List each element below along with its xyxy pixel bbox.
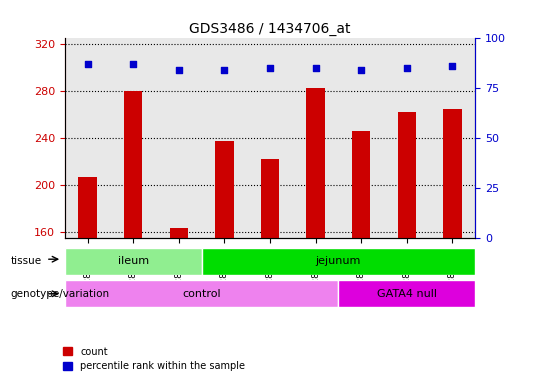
Bar <box>261 159 279 238</box>
Point <box>220 67 229 73</box>
Point <box>266 65 274 71</box>
Point <box>311 65 320 71</box>
Bar <box>443 109 462 238</box>
Text: ileum: ileum <box>118 256 148 266</box>
Text: tissue: tissue <box>11 256 42 266</box>
Point <box>448 63 457 70</box>
FancyBboxPatch shape <box>65 248 201 275</box>
Legend: count, percentile rank within the sample: count, percentile rank within the sample <box>59 343 249 375</box>
Point <box>174 67 183 73</box>
Point <box>83 61 92 68</box>
Text: genotype/variation: genotype/variation <box>11 289 110 299</box>
Text: GATA4 null: GATA4 null <box>377 289 437 299</box>
Bar <box>352 131 370 238</box>
FancyBboxPatch shape <box>339 280 475 307</box>
Bar <box>170 227 188 238</box>
Title: GDS3486 / 1434706_at: GDS3486 / 1434706_at <box>189 22 351 36</box>
Bar <box>307 88 325 238</box>
FancyBboxPatch shape <box>201 248 475 275</box>
Point <box>129 61 138 68</box>
Point <box>357 67 366 73</box>
Text: control: control <box>183 289 221 299</box>
Bar <box>124 91 143 238</box>
Bar <box>397 113 416 238</box>
Point <box>402 65 411 71</box>
Text: jejunum: jejunum <box>316 256 361 266</box>
Bar <box>215 141 233 238</box>
FancyBboxPatch shape <box>65 280 339 307</box>
Bar <box>78 177 97 238</box>
